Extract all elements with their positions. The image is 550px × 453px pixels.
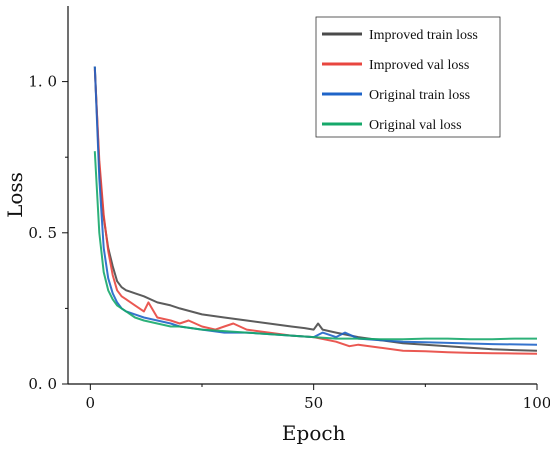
y-tick-label: 1. 0	[28, 73, 57, 91]
axes	[67, 6, 537, 385]
y-axis-label: Loss	[3, 172, 27, 218]
x-axis-label: Epoch	[282, 421, 346, 445]
series-line	[93, 69, 538, 355]
legend-box	[315, 16, 501, 138]
y-tick-label: 0. 5	[28, 224, 57, 242]
y-tick-label: 0. 0	[28, 375, 57, 393]
ticks: 0 50 100 0. 0 0. 5 1. 0	[28, 73, 550, 412]
legend: Improved train loss Improved val loss Orig…	[315, 16, 501, 138]
x-tick-label: 0	[86, 394, 96, 412]
legend-label: Original val loss	[369, 118, 462, 133]
series-lines	[93, 66, 538, 355]
legend-label: Improved val loss	[369, 58, 469, 73]
x-tick-label: 100	[523, 394, 550, 412]
x-tick-label: 50	[304, 394, 323, 412]
series-line	[93, 151, 537, 341]
series-line	[93, 66, 538, 352]
legend-label: Original train loss	[369, 88, 470, 103]
legend-label: Improved train loss	[369, 28, 478, 43]
